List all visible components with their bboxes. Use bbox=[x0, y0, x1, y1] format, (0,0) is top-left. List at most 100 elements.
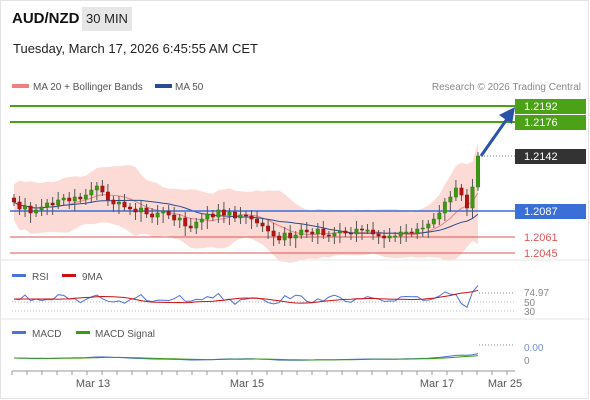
credit-text: Research © 2026 Trading Central bbox=[432, 82, 581, 93]
chart-datetime: Tuesday, March 17, 2026 6:45:55 AM CET bbox=[13, 41, 258, 56]
candle bbox=[150, 213, 155, 218]
candle bbox=[144, 207, 149, 215]
ma20-legend-swatch bbox=[12, 84, 29, 88]
candle bbox=[177, 217, 182, 221]
last-price-label: 1.2142 bbox=[524, 151, 558, 163]
candle bbox=[172, 214, 177, 221]
target-label: 1.2176 bbox=[524, 117, 558, 129]
candle bbox=[17, 201, 22, 210]
candle bbox=[161, 210, 166, 214]
target-arrow bbox=[479, 107, 515, 157]
macd-legend-label: MACD bbox=[32, 329, 61, 340]
macd-signal-legend-label: MACD Signal bbox=[95, 329, 155, 340]
candle bbox=[376, 233, 381, 237]
candle bbox=[315, 228, 320, 235]
candle bbox=[453, 187, 458, 198]
candle bbox=[210, 213, 215, 218]
candle bbox=[83, 194, 88, 200]
price-labels: 1.2192 1.2176 1.2142 1.2087 1.2061 1.2045 bbox=[515, 99, 586, 260]
rsi-ma-legend-swatch bbox=[62, 274, 76, 277]
x-axis-ticks bbox=[11, 371, 508, 375]
candle bbox=[133, 208, 138, 213]
candle bbox=[354, 228, 359, 235]
candle bbox=[249, 215, 254, 220]
target-label-box bbox=[515, 99, 586, 114]
rsi-tick-50: 50 bbox=[524, 298, 536, 309]
candle bbox=[271, 230, 276, 237]
candle bbox=[67, 197, 72, 202]
candle bbox=[155, 212, 160, 218]
candle bbox=[326, 234, 331, 237]
candle bbox=[221, 209, 226, 216]
candle bbox=[139, 207, 143, 213]
candle bbox=[183, 217, 188, 227]
candle bbox=[78, 196, 83, 200]
macd-legend-swatch bbox=[12, 331, 26, 334]
candle bbox=[476, 155, 480, 188]
candle bbox=[459, 187, 464, 196]
price-levels bbox=[10, 105, 515, 254]
candle bbox=[61, 197, 66, 201]
candle bbox=[205, 213, 210, 220]
rsi-tick-30: 30 bbox=[524, 307, 536, 318]
support-label: 1.2045 bbox=[524, 248, 558, 260]
candle bbox=[194, 221, 199, 229]
pivot-label-box bbox=[515, 204, 586, 219]
candle bbox=[282, 232, 287, 241]
macd-signal-legend-swatch bbox=[76, 331, 90, 334]
x-label-mar13: Mar 13 bbox=[76, 378, 110, 390]
rsi-ma-legend-label: 9MA bbox=[82, 272, 103, 283]
ma50-legend-label: MA 50 bbox=[175, 82, 204, 93]
candle bbox=[233, 211, 237, 219]
candle bbox=[199, 218, 204, 223]
candle bbox=[360, 228, 364, 231]
candle bbox=[260, 222, 265, 227]
candle bbox=[470, 186, 475, 209]
candle bbox=[393, 235, 398, 238]
pair-title: AUD/NZD bbox=[12, 10, 80, 27]
candle bbox=[117, 201, 121, 205]
candle bbox=[122, 201, 127, 208]
candle bbox=[420, 227, 425, 230]
target-label-box bbox=[515, 115, 586, 130]
macd-tick-0: 0 bbox=[524, 356, 530, 367]
candle bbox=[266, 225, 271, 232]
candle bbox=[409, 231, 414, 234]
candle bbox=[465, 194, 469, 209]
candle bbox=[310, 231, 315, 235]
candle bbox=[100, 185, 105, 193]
candle bbox=[299, 229, 304, 236]
x-label-mar15: Mar 15 bbox=[230, 378, 264, 390]
candle bbox=[166, 210, 171, 216]
candle bbox=[94, 185, 99, 191]
candle bbox=[216, 209, 221, 218]
candle bbox=[34, 209, 39, 214]
candle bbox=[72, 196, 77, 202]
candle bbox=[227, 211, 232, 216]
candle bbox=[39, 206, 44, 211]
candle bbox=[277, 235, 282, 241]
candle bbox=[448, 196, 453, 203]
candle bbox=[415, 228, 420, 234]
candle bbox=[12, 197, 16, 203]
rsi-current-value: 74.97 bbox=[524, 288, 549, 299]
candle bbox=[431, 218, 436, 225]
target-label: 1.2192 bbox=[524, 101, 558, 113]
candle bbox=[238, 214, 243, 219]
candle bbox=[23, 205, 27, 210]
candle bbox=[45, 202, 50, 208]
x-label-mar17: Mar 17 bbox=[420, 378, 454, 390]
candle bbox=[382, 235, 387, 239]
ma50-legend-swatch bbox=[155, 84, 172, 88]
candle bbox=[398, 231, 403, 237]
rsi-ma-line bbox=[14, 289, 479, 304]
candle bbox=[365, 229, 370, 232]
candle bbox=[293, 234, 298, 239]
bollinger-band-fill bbox=[14, 142, 478, 263]
candle bbox=[404, 231, 409, 234]
candle bbox=[321, 228, 326, 236]
candle bbox=[332, 232, 337, 237]
candle bbox=[343, 230, 348, 234]
timeframe-badge[interactable]: 30 MIN bbox=[82, 7, 132, 31]
candle bbox=[128, 206, 132, 210]
